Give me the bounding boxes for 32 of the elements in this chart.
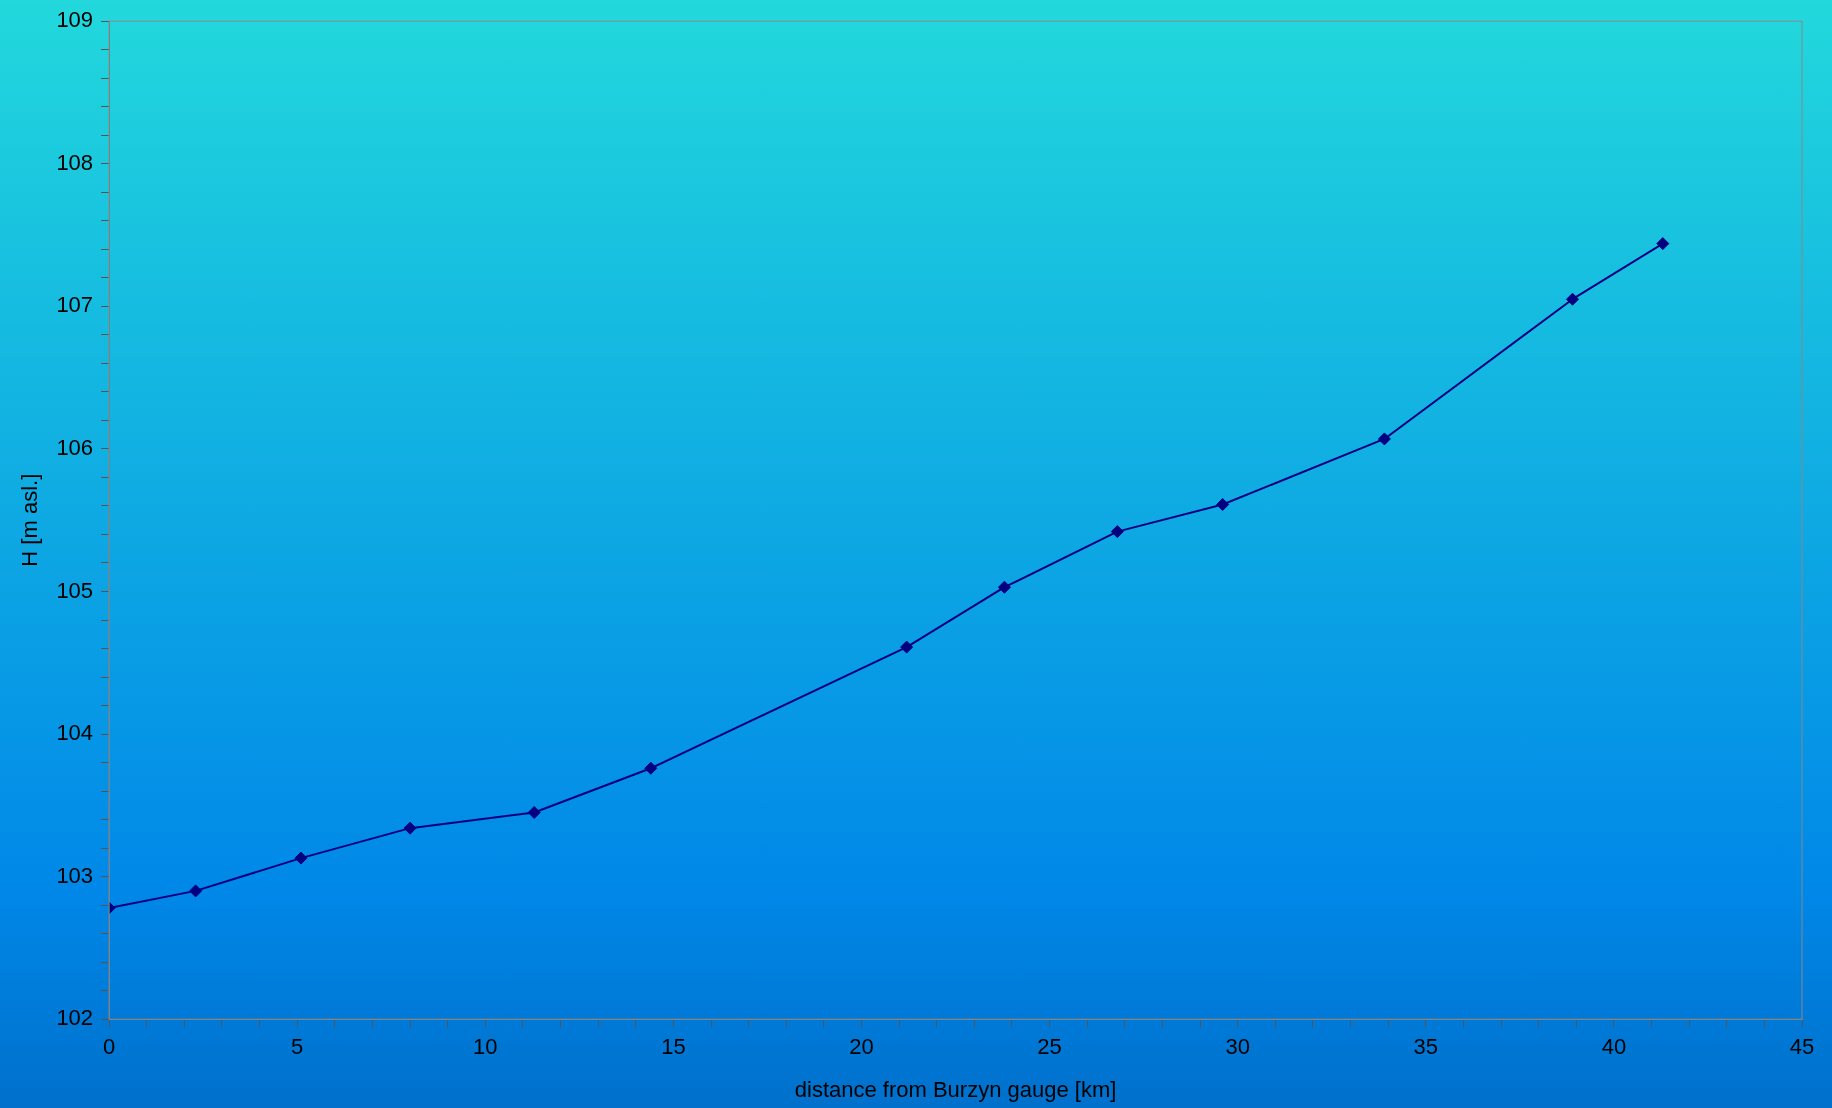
x-tick-label: 10 <box>473 1034 498 1060</box>
y-tick-label: 103 <box>56 862 94 888</box>
y-tick-label: 106 <box>56 434 94 460</box>
x-tick-label: 25 <box>1037 1034 1062 1060</box>
point <box>644 761 658 775</box>
point <box>1656 237 1670 251</box>
point <box>1377 432 1391 446</box>
y-tick-label: 104 <box>56 720 94 746</box>
x-tick-label: 35 <box>1413 1034 1439 1060</box>
point <box>1216 498 1230 512</box>
x-tick-label: 0 <box>102 1034 116 1060</box>
y-tick-label: 102 <box>56 1005 94 1031</box>
point <box>1110 525 1124 539</box>
point <box>189 884 203 898</box>
point <box>1566 292 1580 306</box>
x-axis-title: distance from Burzyn gauge [km] <box>794 1076 1117 1102</box>
x-tick-label: 30 <box>1225 1034 1250 1060</box>
x-tick-label: 5 <box>291 1034 304 1060</box>
y-tick-label: 105 <box>56 577 94 603</box>
y-tick-label: 108 <box>56 149 94 175</box>
x-tick-label: 45 <box>1789 1034 1815 1060</box>
point <box>900 640 914 654</box>
x-tick-label: 40 <box>1601 1034 1627 1060</box>
point <box>403 821 417 835</box>
y-tick-label: 107 <box>56 292 94 318</box>
point <box>294 851 308 865</box>
y-axis-title: H [m asl.] <box>17 473 43 567</box>
x-tick-label: 20 <box>849 1034 874 1060</box>
x-tick-label: 15 <box>661 1034 686 1060</box>
point <box>527 805 541 819</box>
point <box>997 580 1011 594</box>
y-tick-label: 109 <box>56 7 94 33</box>
